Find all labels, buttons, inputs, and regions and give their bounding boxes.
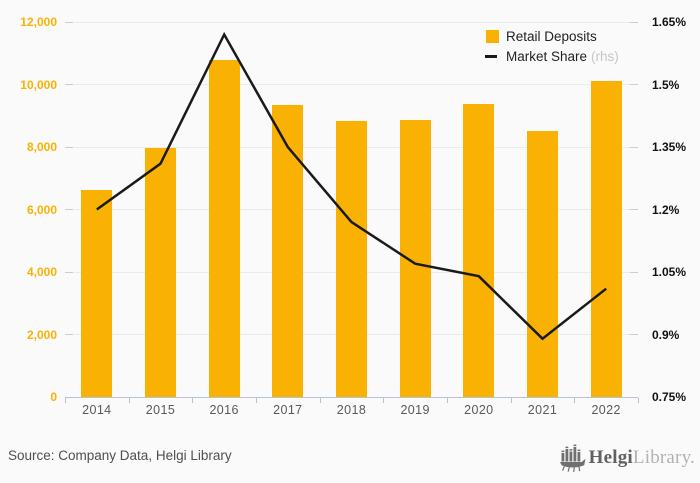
bar-2022 <box>590 81 622 397</box>
x-axis-tick <box>128 398 130 403</box>
bar-2018 <box>336 121 367 397</box>
left-axis-label: 8,000 <box>26 140 57 154</box>
x-axis-tick <box>65 398 66 403</box>
bar-2014 <box>81 189 113 397</box>
x-axis-label-2016: 2016 <box>209 403 239 417</box>
right-axis-label: 1.65% <box>652 15 687 29</box>
x-axis-label-2022: 2022 <box>591 403 621 417</box>
left-axis-label: 12,000 <box>20 15 57 29</box>
logo-text-library: Library. <box>632 447 695 468</box>
legend-line-sample-market-share <box>485 55 497 58</box>
x-axis-label-2018: 2018 <box>336 403 367 417</box>
gridline <box>65 21 638 23</box>
x-axis-label-2019: 2019 <box>400 403 430 417</box>
bar-2015 <box>145 147 176 397</box>
left-axis-label: 0 <box>50 390 57 404</box>
x-axis-label-2017: 2017 <box>273 403 303 417</box>
x-axis-label-2021: 2021 <box>527 403 558 417</box>
x-axis-tick <box>510 398 512 403</box>
x-axis-label-2014: 2014 <box>82 403 112 417</box>
bar-2017 <box>272 105 304 397</box>
left-axis-label: 10,000 <box>20 77 57 92</box>
x-axis-tick <box>256 398 257 403</box>
x-axis-tick <box>638 398 639 403</box>
x-axis-label-2020: 2020 <box>464 403 494 417</box>
helgi-library-logo: Helgi Library. <box>559 444 695 472</box>
legend-label-market-share: Market Share (rhs) <box>506 49 619 64</box>
viking-ship-bars-icon <box>559 444 586 472</box>
legend-rhs-note: (rhs) <box>591 49 619 64</box>
left-axis-label: 2,000 <box>26 327 57 342</box>
plot-area <box>65 21 638 398</box>
gridline <box>65 84 638 85</box>
x-axis-label-2015: 2015 <box>145 403 176 417</box>
left-axis-label: 4,000 <box>26 265 57 279</box>
x-axis-tick <box>319 398 321 403</box>
right-axis-label: 0.9% <box>652 327 680 342</box>
x-axis-tick <box>574 398 576 403</box>
right-axis-label: 1.2% <box>652 202 680 217</box>
legend-item-market-share: Market Share (rhs) <box>485 48 619 65</box>
left-axis-label: 6,000 <box>26 202 57 217</box>
source-text: Source: Company Data, Helgi Library <box>8 448 232 463</box>
x-axis-tick <box>192 398 194 403</box>
legend-swatch-retail-deposits <box>486 30 499 43</box>
logo-text-helgi: Helgi <box>588 447 633 468</box>
right-axis-label: 0.75% <box>652 390 687 404</box>
legend-item-retail-deposits: Retail Deposits <box>486 28 619 45</box>
bar-2021 <box>527 131 558 397</box>
right-axis-label: 1.5% <box>652 77 680 92</box>
bar-2016 <box>208 59 240 397</box>
bar-2020 <box>463 104 495 397</box>
x-axis-tick <box>383 398 385 403</box>
legend-label-retail-deposits: Retail Deposits <box>506 29 597 44</box>
x-axis-tick <box>447 398 448 403</box>
market-share-line <box>96 31 607 341</box>
right-axis-label: 1.35% <box>652 140 687 154</box>
legend: Retail Deposits Market Share (rhs) <box>485 28 619 68</box>
right-axis-label: 1.05% <box>652 265 687 279</box>
